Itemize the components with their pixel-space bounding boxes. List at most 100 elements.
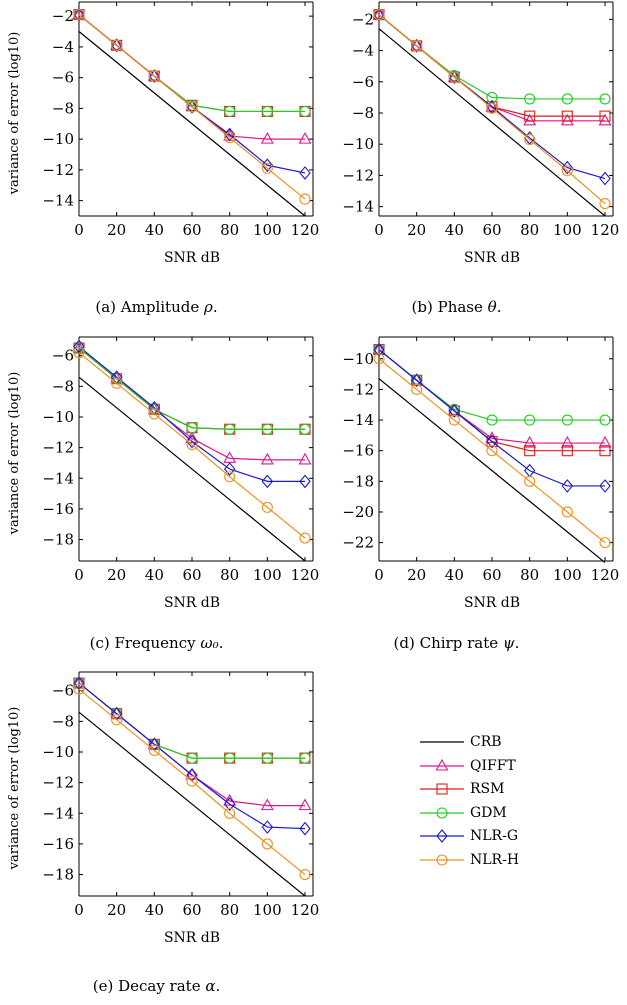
x-tick-label: 120 xyxy=(591,221,620,239)
point-qifft xyxy=(147,737,161,749)
x-tick-label: 40 xyxy=(445,221,464,239)
x-axis-label: SNR dB xyxy=(464,595,520,611)
point-nlr-h xyxy=(73,9,85,21)
series-line-gdm xyxy=(78,347,305,430)
y-tick-label: −16 xyxy=(342,442,374,460)
y-tick-label: −4 xyxy=(352,42,374,60)
y-axis-label: variance of error (log10) xyxy=(7,707,22,871)
caption-amplitude: (a) Amplitude ρ. xyxy=(0,298,313,316)
legend-label: RSM xyxy=(470,781,505,797)
series-nlr-h xyxy=(73,683,311,881)
series-line-crb xyxy=(378,28,606,217)
caption-text: (e) Decay rate xyxy=(92,977,206,995)
series-qifft xyxy=(72,675,312,811)
chart-frequency: −6 −8 −10 −12 −14 −16 −180 20 40 60 80 100 120 SNR dB… xyxy=(7,336,319,611)
point-rsm xyxy=(524,445,536,457)
x-tick-label: 60 xyxy=(482,221,501,239)
x-tick-label: 80 xyxy=(220,901,239,919)
plot-area xyxy=(372,342,612,563)
point-gdm xyxy=(224,423,236,435)
series-line-qifft xyxy=(78,682,305,807)
point-nlr-h xyxy=(111,39,123,51)
point-nlr-h xyxy=(599,537,611,549)
x-tick-label: 0 xyxy=(374,221,384,239)
caption-suffix: . xyxy=(215,977,221,995)
point-nlr-h xyxy=(261,501,273,513)
chart-amplitude: −2 −4 −6 −8 −10 −12 −140 20 40 60 80 100 120 SNR dB va… xyxy=(7,1,319,266)
point-nlr-g xyxy=(73,7,85,22)
chart-phase: −2 −4 −6 −8 −10 −12 −140 20 40 60 80 100 120 SNR dB xyxy=(342,1,619,266)
series-nlr-h xyxy=(73,9,311,205)
point-qifft xyxy=(560,435,574,448)
point-qifft xyxy=(298,452,312,465)
series-line-nlr-h xyxy=(78,688,306,876)
point-rsm xyxy=(524,110,536,122)
y-tick-label: −14 xyxy=(42,192,74,210)
legend-marker xyxy=(436,783,448,795)
point-nlr-h xyxy=(524,133,536,146)
point-nlr-h xyxy=(111,714,123,726)
y-tick-label: −12 xyxy=(42,161,74,179)
y-tick-label: −18 xyxy=(342,472,374,490)
point-nlr-g xyxy=(373,342,385,357)
legend-swatch-rsm xyxy=(420,783,464,795)
point-qifft xyxy=(598,435,612,448)
x-axis-label: SNR dB xyxy=(164,250,220,266)
point-qifft xyxy=(223,451,237,463)
caption-text: (c) Frequency xyxy=(89,634,201,652)
point-nlr-h xyxy=(486,445,498,457)
point-gdm xyxy=(599,414,611,426)
point-nlr-h xyxy=(224,807,236,819)
legend-label: GDM xyxy=(470,804,507,821)
caption-symbol: α xyxy=(205,977,216,995)
point-gdm xyxy=(299,105,311,118)
x-tick-label: 100 xyxy=(553,566,582,584)
point-nlr-h xyxy=(486,102,498,114)
series-crb xyxy=(78,711,306,897)
point-qifft xyxy=(523,113,537,126)
y-tick-label: −4 xyxy=(52,38,74,56)
series-rsm xyxy=(373,9,611,122)
point-nlr-g xyxy=(299,821,311,836)
series-nlr-g xyxy=(73,339,311,489)
legend-label: NLR-G xyxy=(470,828,519,844)
series-gdm xyxy=(373,344,611,426)
point-gdm xyxy=(261,105,273,118)
legend-item-nlr-g: NLR-G xyxy=(420,826,600,850)
x-tick-label: 80 xyxy=(220,566,239,584)
caption-frequency: (c) Frequency ω₀. xyxy=(0,634,313,652)
series-gdm xyxy=(373,9,611,105)
series-rsm xyxy=(73,677,311,764)
point-nlr-h xyxy=(148,70,160,82)
point-qifft xyxy=(298,131,312,144)
series-qifft xyxy=(372,342,612,448)
point-nlr-g xyxy=(73,676,85,690)
y-tick-label: −12 xyxy=(342,380,374,398)
point-qifft xyxy=(485,431,499,443)
point-nlr-g xyxy=(73,339,85,354)
series-nlr-g xyxy=(73,7,311,180)
x-tick-label: 80 xyxy=(220,221,239,239)
caption-phase: (b) Phase θ. xyxy=(300,298,613,316)
legend-label: NLR-H xyxy=(470,851,520,868)
caption-suffix: . xyxy=(496,298,502,316)
y-axis-label: variance of error (log10) xyxy=(7,372,22,536)
caption-suffix: . xyxy=(218,634,224,652)
x-tick-label: 40 xyxy=(445,566,464,584)
axes: −6 −8 −10 −12 −14 −16 −180 20 40 60 80 100 120 SNR dB… xyxy=(7,336,320,611)
legend-marker xyxy=(436,853,448,866)
y-tick-label: −16 xyxy=(42,835,74,853)
legend-swatch-nlr-h xyxy=(420,853,464,866)
point-nlr-g xyxy=(561,160,574,175)
point-nlr-g xyxy=(299,166,311,180)
point-nlr-g xyxy=(486,434,498,449)
point-qifft xyxy=(72,7,86,20)
x-tick-label: 120 xyxy=(291,566,320,584)
x-tick-label: 120 xyxy=(291,901,320,919)
point-gdm xyxy=(299,752,311,764)
legend-swatch-nlr-g xyxy=(420,829,464,843)
point-qifft xyxy=(523,435,537,448)
x-tick-label: 100 xyxy=(253,221,282,239)
series-rsm xyxy=(73,342,311,435)
